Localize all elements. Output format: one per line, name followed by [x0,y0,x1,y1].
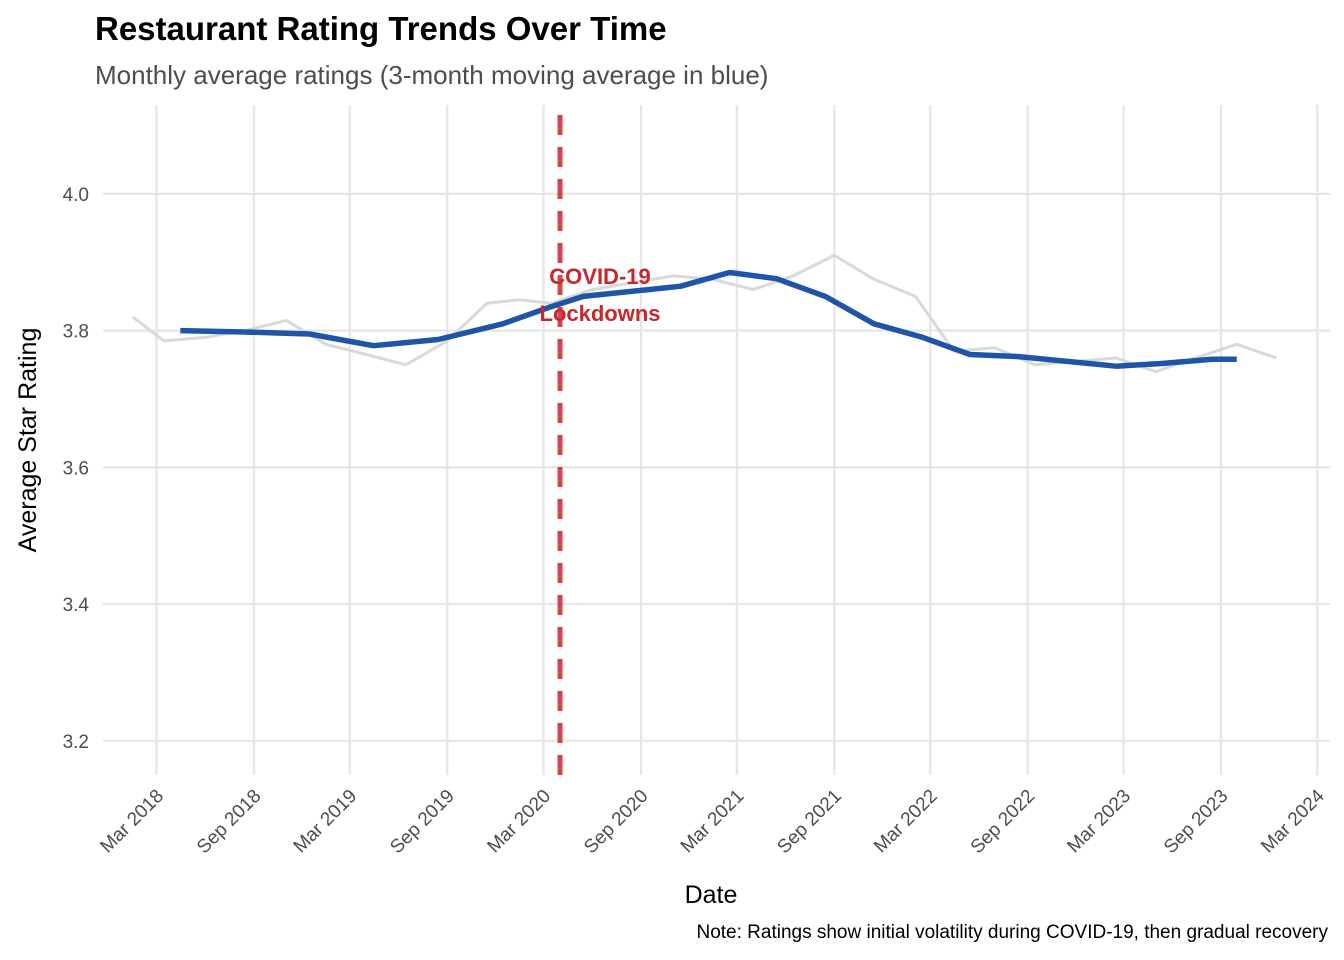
x-tick-label: Mar 2023 [1063,786,1135,858]
x-tick-label: Sep 2021 [773,786,845,858]
covid-annotation-label: Lockdowns [540,301,661,326]
y-tick-label: 3.6 [63,458,89,479]
x-tick-label: Mar 2018 [96,786,168,858]
chart-caption: Note: Ratings show initial volatility du… [696,922,1328,943]
chart-title: Restaurant Rating Trends Over Time [95,10,667,47]
y-tick-label: 3.4 [63,595,90,616]
y-tick-label: 3.2 [63,732,89,753]
x-tick-label: Mar 2022 [870,786,942,858]
x-axis-label: Date [685,881,738,909]
x-tick-label: Sep 2023 [1160,786,1232,858]
x-tick-label: Sep 2020 [580,786,652,858]
grid-lines [103,105,1330,775]
tick-labels: 3.2 3.4 3.6 3.8 4.0 Mar 2018 Sep 2018 Mar 2019 S… [63,185,1330,858]
x-tick-label: Mar 2020 [484,786,556,858]
y-tick-label: 4.0 [63,185,89,206]
moving-average-line [180,269,1237,369]
series-lines [131,253,1277,374]
x-tick-label: Mar 2024 [1257,785,1329,857]
annotation-layer: COVID-19 Lockdowns [540,115,661,775]
x-tick-label: Mar 2019 [290,786,362,858]
y-tick-label: 3.8 [63,322,89,343]
y-axis-label: Average Star Rating [14,328,42,553]
x-tick-label: Sep 2022 [967,786,1039,858]
x-tick-label: Sep 2019 [386,786,458,858]
x-tick-label: Mar 2021 [677,786,749,858]
chart-subtitle: Monthly average ratings (3-month moving … [95,60,769,90]
monthly-ratings-line [131,253,1277,374]
covid-annotation-label: COVID-19 [549,264,650,289]
x-tick-label: Sep 2018 [193,786,265,858]
